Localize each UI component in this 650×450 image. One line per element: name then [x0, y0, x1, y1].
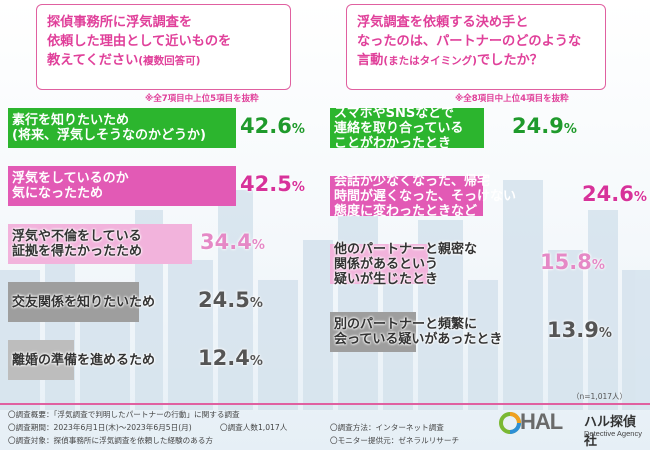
right-question-line-3: 言動 [357, 53, 384, 68]
bar-label-chart-left-3: 交友関係を知りたいため [12, 295, 155, 310]
bar-label-line: 浮気をしているのか [12, 171, 129, 186]
hal-logo-text: HAL [520, 409, 563, 434]
bar-value-chart-right-3: 13.9% [547, 318, 612, 342]
bar-label-line: 交友関係を知りたいため [12, 294, 156, 310]
left-excerpt-note: ※全7項目中上位5項目を抜粋 [145, 94, 259, 104]
bar-label-chart-left-0: 素行を知りたいため (将来、浮気しそうなのかどうか) [12, 113, 206, 143]
bar-chart-right-3 [330, 312, 417, 352]
bar-label-line: スマホやSNSなどで [334, 105, 454, 121]
right-question-line-1: 浮気調査を依頼する決め手と [357, 15, 529, 30]
right-excerpt-note: ※全8項目中上位4項目を抜粋 [455, 94, 569, 104]
bar-chart-right-0 [330, 108, 485, 148]
bar-label-line: 関係があるという [334, 256, 439, 272]
bar-value-chart-left-4: 12.4% [198, 346, 263, 370]
bar-value-chart-left-3: 24.5% [198, 288, 263, 312]
bar-label-chart-left-2: 浮気や不倫をしている 証拠を得たかったため [12, 229, 142, 259]
left-question-line-2: 依頼した理由として近いものを [47, 34, 232, 49]
bar-chart-right-2 [330, 244, 428, 284]
bar-value-chart-right-0: 24.9% [512, 114, 577, 138]
bar-label-line: 態度に変わったときなど [334, 203, 478, 219]
bar-label-line: 連絡を取り合っている [334, 120, 464, 136]
bar-label-chart-right-0: スマホやSNSなどで 連絡を取り合っている ことがわかったとき [334, 106, 463, 151]
bar-label-line: 時間が遅くなった、そっけない [334, 188, 517, 204]
right-question-line-3-end: でしたか？ [476, 53, 543, 68]
bar-label-line: 気になったため [12, 186, 104, 201]
sample-size-note: （n=1,017人） [572, 392, 628, 401]
bar-label-line: (将来、浮気しそうなのかどうか) [12, 128, 206, 143]
bar-label-chart-right-3: 別のパートナーと頻繁に 会っている疑いがあったとき [334, 317, 502, 347]
footer-survey-method: 〇調査方法：インターネット調査 [330, 423, 444, 432]
footer-divider [0, 403, 650, 405]
footer-survey-target: 〇調査対象：探偵事務所に浮気調査を依頼した経験のある方 [8, 436, 214, 445]
bar-chart-left-0 [8, 108, 237, 148]
bar-chart-left-4 [8, 340, 75, 380]
bar-label-chart-right-2: 他のパートナーと親密な 関係があるという 疑いが生じたとき [334, 242, 477, 287]
bar-label-line: 他のパートナーと親密な [334, 241, 478, 257]
bar-label-line: 疑いが生じたとき [334, 271, 439, 287]
right-question-box: 浮気調査を依頼する決め手と なったのは、パートナーのどのような 言動(またはタイ… [346, 4, 606, 90]
bar-label-line: ことがわかったとき [334, 135, 452, 151]
bar-value-chart-left-1: 42.5% [240, 172, 305, 196]
bar-label-line: 素行を知りたいため [12, 113, 130, 128]
footer-survey-count: 〇調査人数1,017人 [220, 423, 288, 432]
bar-value-chart-left-0: 42.6% [240, 114, 305, 138]
bar-label-line: 別のパートナーと頻繁に [334, 317, 478, 332]
bar-label-chart-left-1: 浮気をしているのか 気になったため [12, 171, 129, 201]
bar-label-line: 離婚の準備を進めるため [12, 352, 156, 368]
left-question-line-3: 教えてください [47, 53, 139, 68]
bar-chart-left-2 [8, 224, 193, 264]
bar-chart-right-1 [330, 176, 483, 216]
hal-logo-mark-icon [499, 412, 521, 434]
hal-company-subtitle: Detective Agency [584, 429, 642, 438]
right-question-line-2: なったのは、パートナーのどのような [357, 34, 582, 49]
left-question-box: 探偵事務所に浮気調査を 依頼した理由として近いものを 教えてください(複数回答可… [36, 4, 291, 90]
hal-logo: HAL ハル探偵社 Detective Agency [498, 407, 648, 449]
left-question-line-1: 探偵事務所に浮気調査を [47, 15, 193, 30]
bar-label-chart-left-4: 離婚の準備を進めるため [12, 353, 155, 368]
bar-label-line: 会話が少なくなった、帰宅 [334, 173, 491, 189]
bar-label-chart-right-1: 会話が少なくなった、帰宅 時間が遅くなった、そっけない 態度に変わったときなど [334, 174, 516, 219]
left-question-note: (複数回答可) [138, 55, 201, 67]
bar-value-chart-left-2: 34.4% [200, 230, 265, 254]
bar-chart-left-3 [8, 282, 140, 322]
footer-survey-overview: 〇調査概要：「浮気調査で判明したパートナーの行動」に関する調査 [8, 410, 240, 419]
footer-monitor-provider: 〇モニター提供元：ゼネラルリサーチ [330, 436, 460, 445]
bar-label-line: 浮気や不倫をしている [12, 229, 142, 244]
footer-survey-period: 〇調査期間：2023年6月1日(木)～2023年6月5日(月) [8, 423, 192, 432]
hal-company-name: ハル探偵社 [584, 415, 637, 449]
bar-chart-left-1 [8, 166, 236, 206]
right-question-note: (またはタイミング) [383, 55, 477, 67]
bar-value-chart-right-1: 24.6% [582, 182, 647, 206]
bar-value-chart-right-2: 15.8% [540, 250, 605, 274]
bar-label-line: 会っている疑いがあったとき [334, 332, 503, 347]
bar-label-line: 証拠を得たかったため [12, 244, 143, 259]
